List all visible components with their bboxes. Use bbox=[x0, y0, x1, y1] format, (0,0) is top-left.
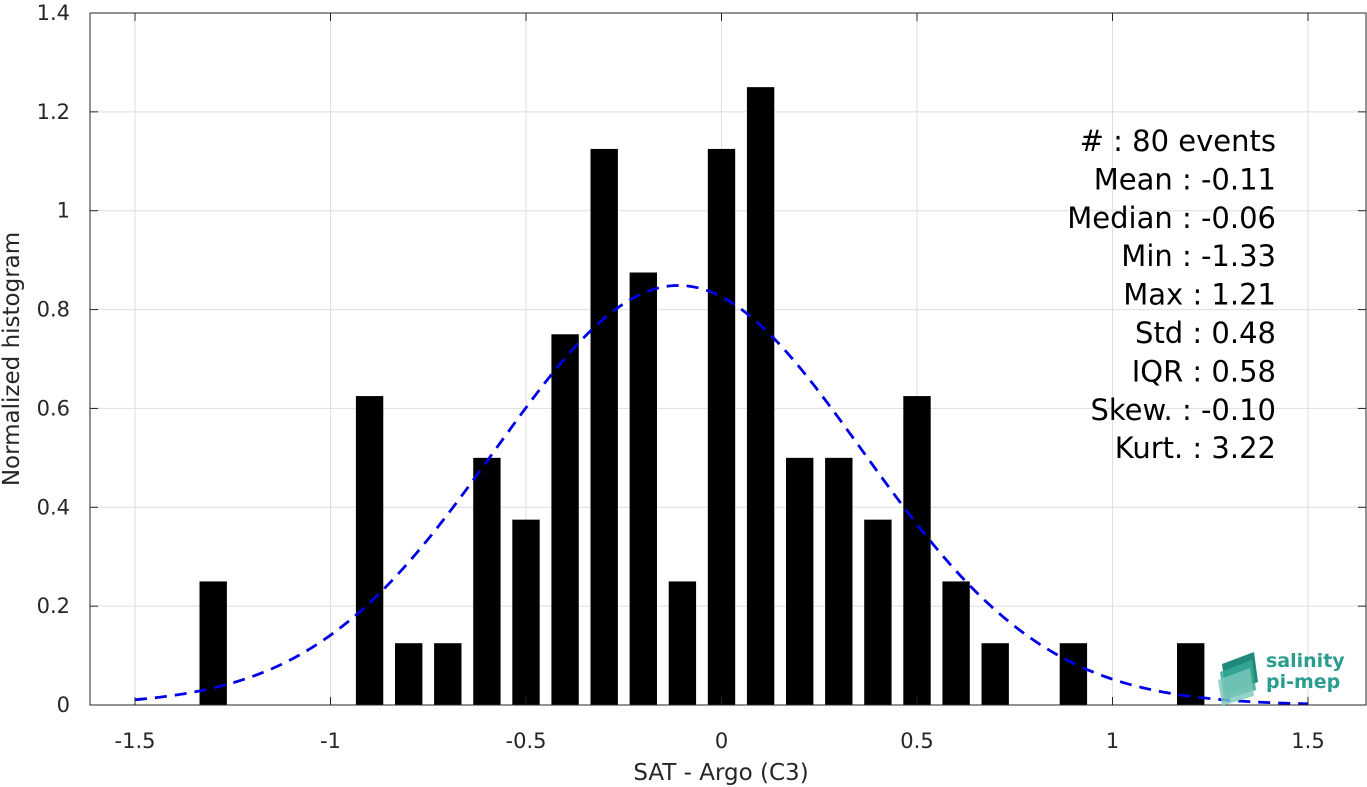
y-tick-label-1: 0.2 bbox=[37, 594, 70, 618]
x-tick-label-5: 1 bbox=[1106, 729, 1119, 753]
x-tick-label-6: 1.5 bbox=[1291, 729, 1324, 753]
histogram-bar-10 bbox=[707, 148, 736, 705]
y-axis-ticks: 0 0.2 0.4 0.6 0.8 1 1.2 1.4 bbox=[37, 1, 1366, 717]
histogram-bars bbox=[199, 87, 1205, 705]
salinity-pi-mep-logo: salinity pi-mep bbox=[1218, 650, 1345, 706]
y-tick-label-3: 0.6 bbox=[37, 396, 70, 420]
x-tick-label-0: -1.5 bbox=[115, 729, 156, 753]
gaussian-fit-curve bbox=[134, 284, 1309, 706]
histogram-bar-13 bbox=[825, 457, 853, 705]
statistics-annotations: # : 80 events Mean : -0.11 Median : -0.06 M… bbox=[1067, 124, 1276, 465]
histogram-bar-5 bbox=[512, 519, 540, 705]
stat-annotation-0: # : 80 events bbox=[1080, 124, 1276, 158]
logo-layers-icon bbox=[1218, 652, 1258, 706]
histogram-bar-9 bbox=[668, 581, 697, 705]
histogram-bar-11 bbox=[746, 87, 775, 705]
histogram-bar-2 bbox=[395, 643, 423, 705]
histogram-bar-18 bbox=[1059, 643, 1088, 705]
histogram-bar-4 bbox=[473, 457, 501, 705]
x-axis-ticks: -1.5 -1 -0.5 0 0.5 1 1.5 bbox=[115, 13, 1325, 753]
x-tick-label-3: 0 bbox=[715, 729, 728, 753]
logo-text-line1: salinity bbox=[1266, 650, 1345, 672]
y-tick-label-7: 1.4 bbox=[37, 1, 70, 25]
histogram-bar-15 bbox=[903, 396, 931, 705]
x-tick-label-1: -1 bbox=[320, 729, 341, 753]
stat-annotation-2: Median : -0.06 bbox=[1067, 201, 1276, 235]
plot-frame bbox=[89, 12, 1367, 706]
histogram-bar-7 bbox=[590, 148, 618, 705]
stat-annotation-1: Mean : -0.11 bbox=[1094, 162, 1276, 196]
x-tick-label-2: -0.5 bbox=[506, 729, 547, 753]
y-tick-label-0: 0 bbox=[57, 693, 70, 717]
histogram-bar-17 bbox=[981, 643, 1009, 705]
x-tick-label-4: 0.5 bbox=[900, 729, 933, 753]
stat-annotation-4: Max : 1.21 bbox=[1123, 278, 1276, 312]
y-tick-label-2: 0.4 bbox=[37, 495, 70, 519]
stat-annotation-8: Kurt. : 3.22 bbox=[1115, 431, 1276, 465]
histogram-bar-6 bbox=[551, 334, 579, 705]
y-axis-label: Normalized histogram bbox=[0, 232, 25, 486]
y-tick-label-6: 1.2 bbox=[37, 100, 70, 124]
stat-annotation-6: IQR : 0.58 bbox=[1132, 354, 1276, 388]
y-tick-label-5: 1 bbox=[57, 199, 70, 223]
logo-text-line2: pi-mep bbox=[1266, 671, 1340, 693]
histogram-bar-12 bbox=[786, 457, 814, 705]
histogram-bar-16 bbox=[942, 581, 970, 705]
stat-annotation-3: Min : -1.33 bbox=[1121, 239, 1276, 273]
histogram-bar-1 bbox=[355, 396, 384, 705]
x-axis-label: SAT - Argo (C3) bbox=[633, 760, 808, 786]
stat-annotation-5: Std : 0.48 bbox=[1135, 316, 1276, 350]
histogram-bar-3 bbox=[434, 643, 462, 705]
histogram-bar-8 bbox=[629, 272, 657, 705]
y-tick-label-4: 0.8 bbox=[37, 298, 70, 322]
stat-annotation-7: Skew. : -0.10 bbox=[1090, 393, 1276, 427]
histogram-bar-14 bbox=[864, 519, 892, 705]
